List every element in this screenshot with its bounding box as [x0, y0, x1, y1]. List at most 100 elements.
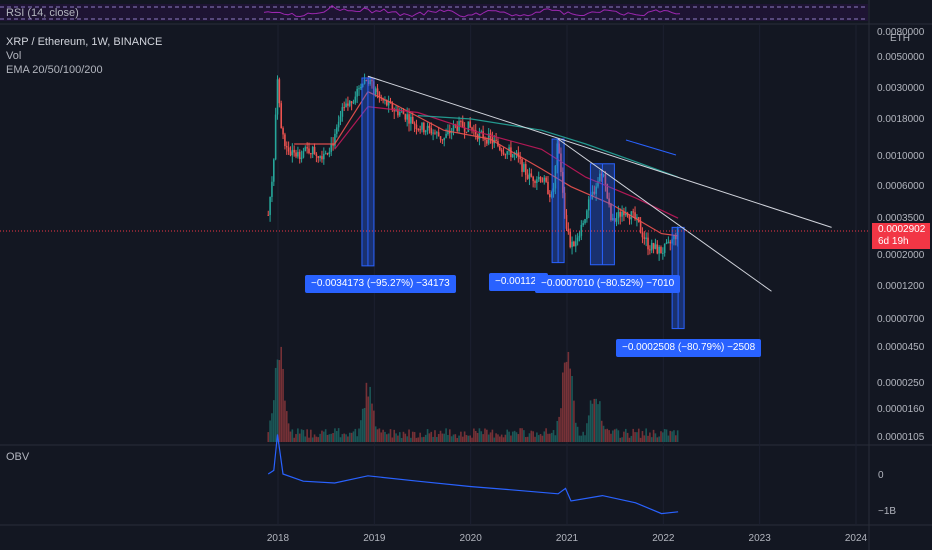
candle-body	[467, 121, 470, 132]
volume-bar	[380, 432, 383, 442]
ema-lines	[294, 90, 679, 237]
time-tick-label: 2018	[267, 533, 290, 544]
candle-body	[447, 130, 449, 134]
volume-bar	[584, 435, 586, 442]
volume-bar	[560, 408, 562, 442]
candle-body	[361, 83, 364, 88]
volume-bar	[352, 431, 355, 442]
candle-body	[610, 204, 612, 220]
volume-bar	[632, 428, 634, 442]
volume-bar	[289, 431, 292, 442]
volume-bar	[321, 430, 323, 442]
volume-bar	[313, 434, 316, 442]
drawing-blue-segment	[625, 139, 677, 156]
volume-bar	[315, 436, 318, 442]
candle-body	[461, 121, 464, 128]
volume-bar	[391, 437, 394, 442]
ema-legend[interactable]: EMA 20/50/100/200	[6, 64, 103, 76]
candle-body	[295, 152, 297, 157]
candle-body	[378, 92, 381, 98]
candle-body	[417, 129, 420, 131]
volume-bar	[437, 434, 440, 442]
measure-label-2[interactable]: −0.001125	[489, 273, 548, 291]
candle-body	[502, 152, 505, 155]
current-price-tag: 0.0002902 6d 19h	[872, 223, 930, 249]
candle-body	[669, 241, 672, 244]
candle-body	[632, 211, 634, 213]
ema-20-line	[294, 90, 679, 237]
volume-bar	[556, 420, 559, 442]
volume-bar	[487, 434, 490, 442]
candle-body	[404, 114, 407, 120]
volume-bar	[421, 437, 423, 442]
ema-200-line	[417, 115, 679, 178]
volume-bar	[502, 437, 505, 442]
volume-bar	[599, 401, 601, 442]
currency-unit-label: ETH	[890, 33, 910, 44]
price-tick-label: 0.0000700	[877, 314, 925, 325]
volume-bar	[619, 437, 622, 442]
volume-bar	[630, 435, 633, 442]
candle-body	[634, 212, 636, 219]
volume-bar	[456, 437, 459, 442]
candle-body	[547, 181, 549, 195]
volume-bar	[650, 437, 653, 442]
candle-body	[506, 151, 509, 155]
time-tick-label: 2023	[749, 533, 772, 544]
price-tick-label: 0.0018000	[877, 114, 925, 125]
measure-label-3[interactable]: −0.0007010 (−80.52%) −7010	[535, 275, 681, 293]
volume-bar	[569, 368, 572, 442]
candle-body	[528, 173, 531, 179]
obv-tick-label: 0	[878, 470, 884, 481]
measure-label-4[interactable]: −0.0002508 (−80.79%) −2508	[616, 339, 762, 357]
candle-body	[300, 157, 303, 160]
volume-bar	[467, 435, 470, 442]
volume-bar	[285, 411, 288, 442]
measure-label-1[interactable]: −0.0034173 (−95.27%) −34173	[305, 275, 456, 293]
candle-body	[660, 246, 662, 254]
candle-body	[523, 164, 525, 172]
volume-bar	[463, 431, 466, 442]
vol-legend[interactable]: Vol	[6, 50, 22, 62]
volume-bar	[323, 431, 325, 442]
volume-bar	[386, 434, 388, 442]
volume-bar	[506, 429, 509, 442]
volume-bar	[652, 429, 655, 442]
candle-body	[558, 143, 560, 154]
obv-legend[interactable]: OBV	[6, 451, 30, 463]
candle-body	[448, 130, 451, 134]
candle-body	[543, 177, 546, 182]
candle-body	[434, 132, 436, 134]
candle-body	[571, 241, 573, 248]
volume-bar	[528, 433, 531, 442]
rsi-legend[interactable]: RSI (14, close)	[6, 7, 79, 19]
volume-bar	[537, 435, 540, 442]
candle-body	[276, 79, 279, 115]
candle-body	[474, 130, 477, 135]
candle-body	[569, 231, 572, 248]
ema-50-line	[334, 105, 679, 219]
volume-bar	[471, 437, 473, 442]
candle-body	[267, 214, 270, 216]
volume-bar	[493, 437, 496, 442]
trendline	[557, 138, 772, 292]
volume-bar	[539, 434, 542, 442]
candle-body	[639, 222, 642, 233]
volume-bar	[536, 432, 538, 442]
volume-bar	[519, 428, 521, 442]
volume-bar	[445, 428, 447, 442]
candle-body	[386, 100, 388, 106]
candle-body	[298, 151, 301, 160]
candle-body	[323, 153, 325, 160]
volume-bar	[524, 437, 527, 442]
symbol-title[interactable]: XRP / Ethereum, 1W, BINANCE	[6, 36, 163, 48]
candle-body	[552, 188, 555, 192]
candle-body	[391, 103, 394, 111]
candle-body	[369, 79, 371, 85]
volume-bar	[511, 431, 514, 442]
volume-bar	[332, 433, 334, 442]
volume-bar	[345, 434, 347, 442]
volume-bar	[580, 435, 583, 442]
volume-bar	[534, 436, 536, 442]
candle-body	[574, 241, 577, 247]
